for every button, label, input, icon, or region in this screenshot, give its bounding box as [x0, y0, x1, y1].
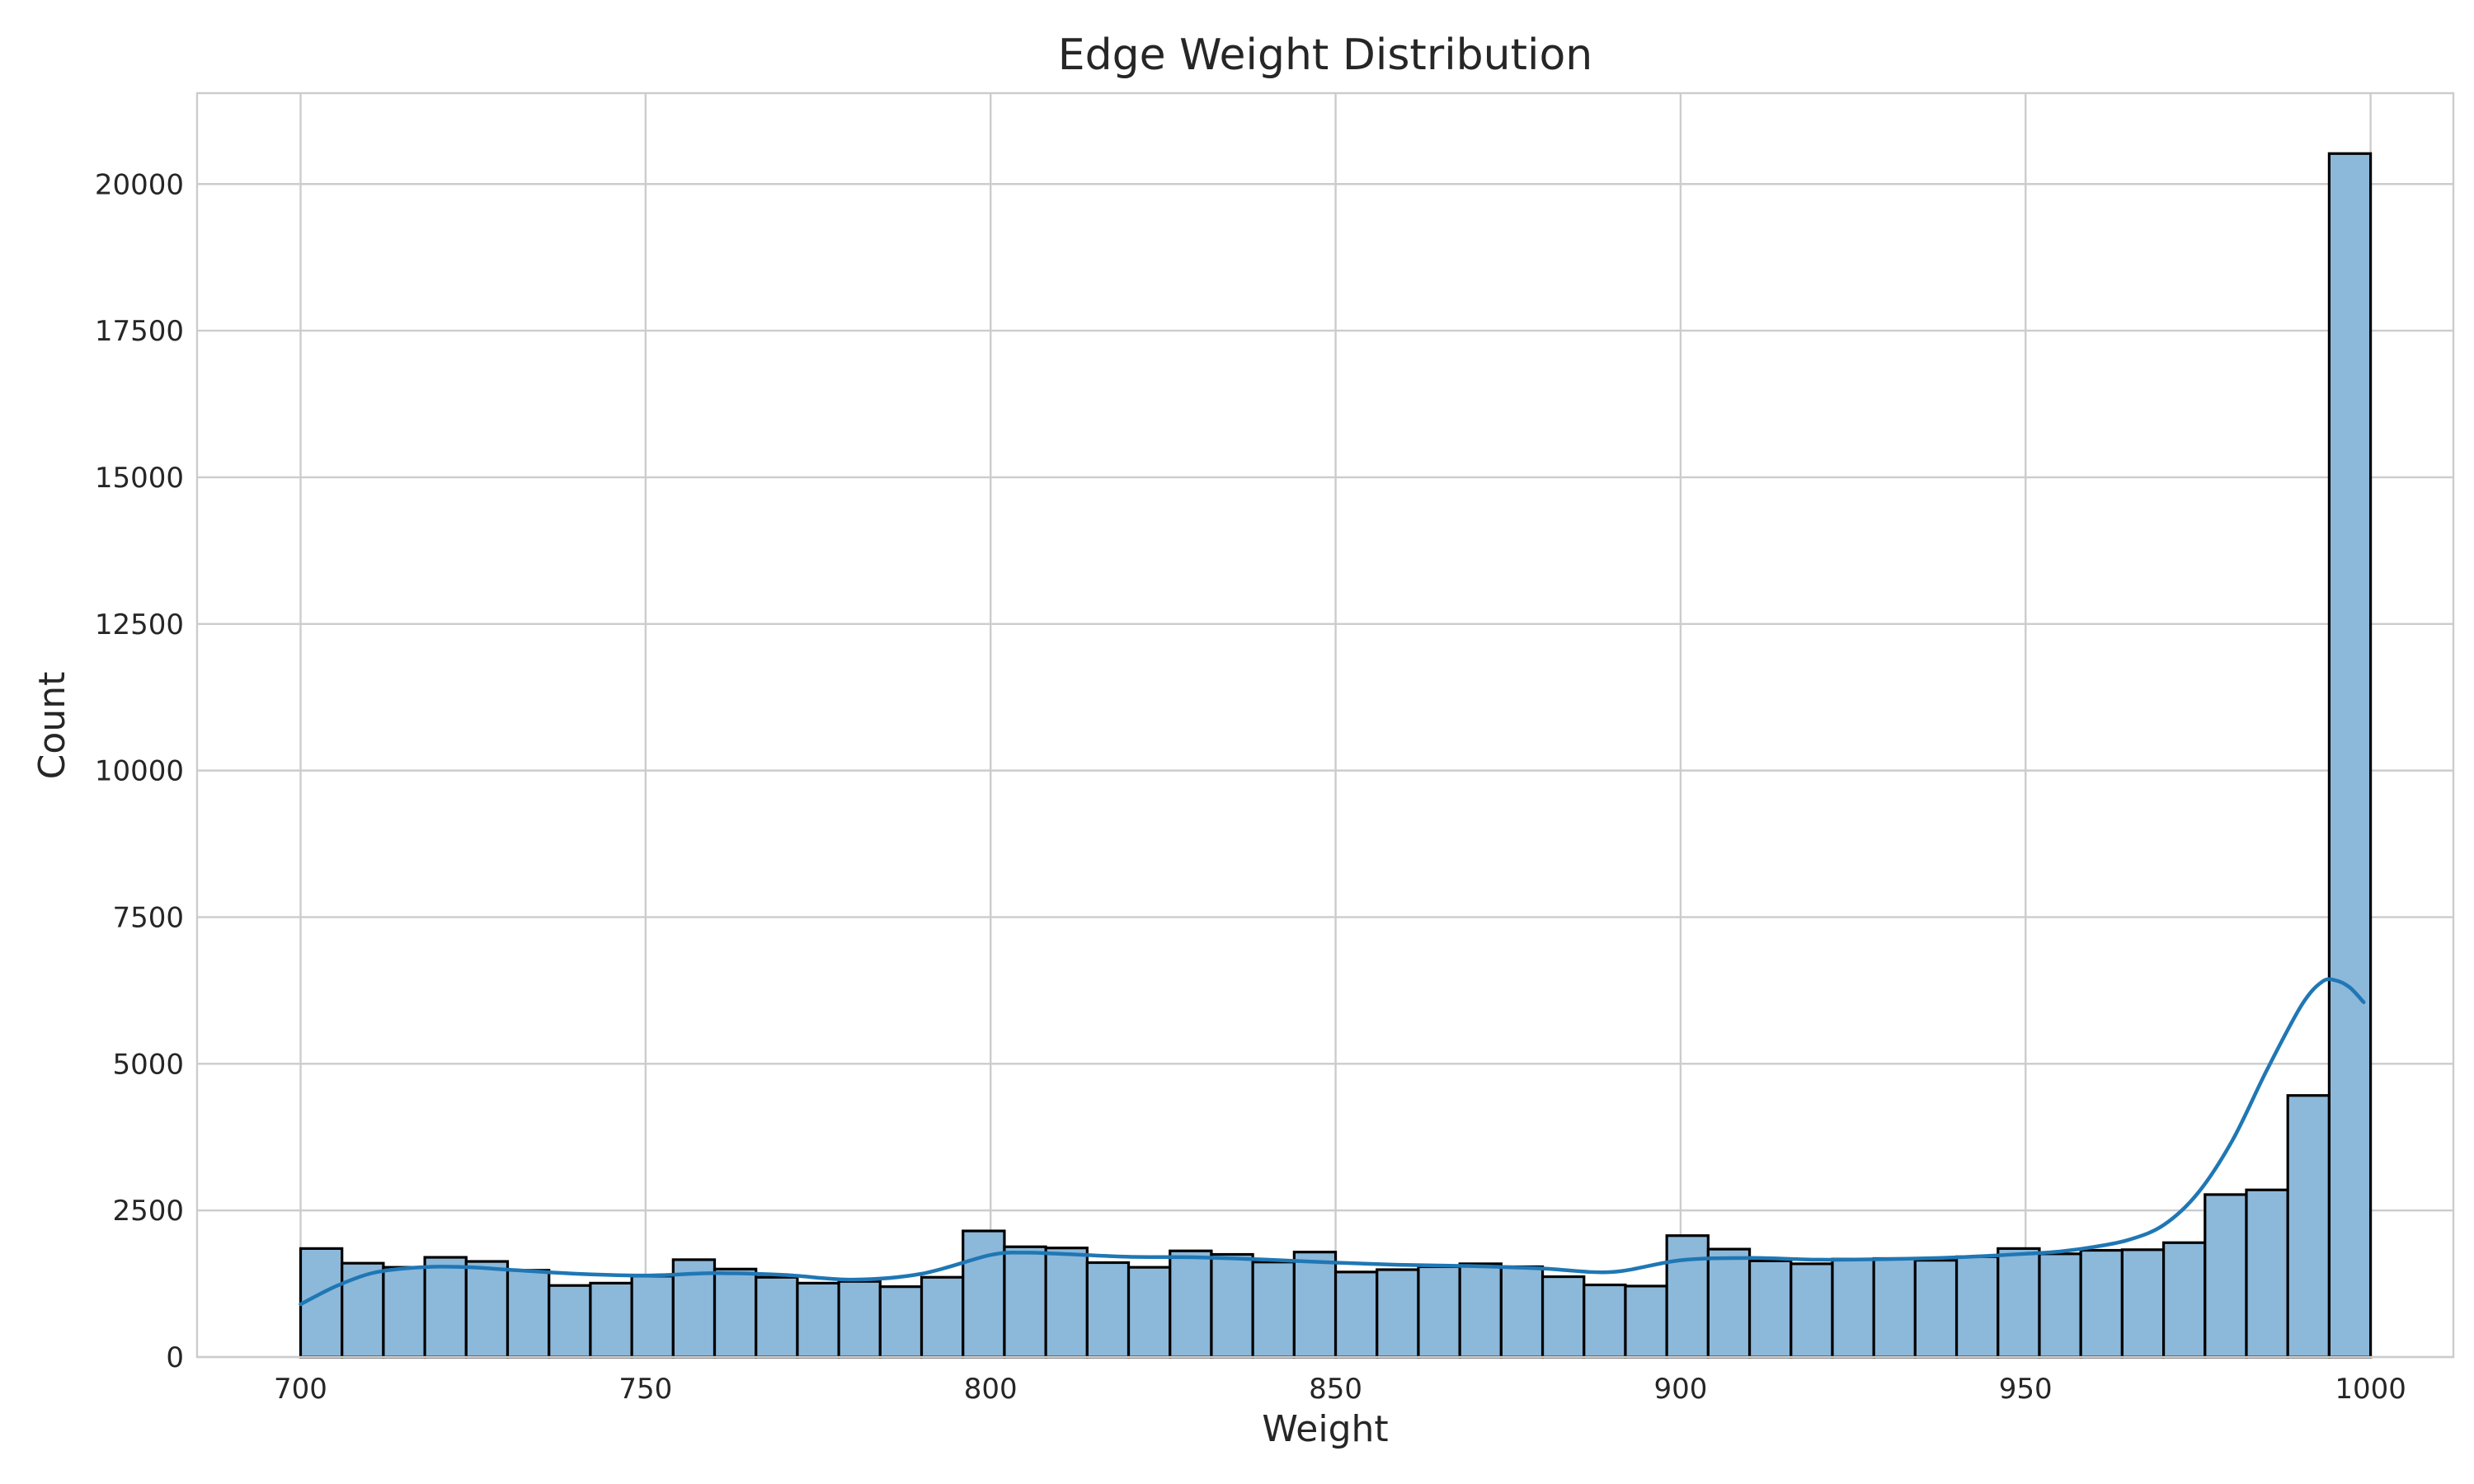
histogram-bar-8 — [630, 1275, 675, 1359]
histogram-bar-32 — [1624, 1284, 1668, 1359]
histogram-bar-48 — [2286, 1094, 2331, 1359]
y-tick-label-12500: 12500 — [95, 608, 184, 641]
histogram-bar-29 — [1499, 1265, 1545, 1359]
histogram-bar-27 — [1417, 1265, 1461, 1359]
histogram-bar-43 — [2079, 1248, 2124, 1359]
histogram-bar-47 — [2245, 1188, 2289, 1359]
histogram-bar-35 — [1747, 1259, 1793, 1359]
x-tick-label-1000: 1000 — [2335, 1373, 2406, 1406]
histogram-bar-12 — [796, 1281, 840, 1359]
histogram-bar-31 — [1583, 1283, 1627, 1359]
x-tick-label-950: 950 — [1999, 1373, 2053, 1406]
histogram-bar-26 — [1376, 1268, 1420, 1359]
histogram-bar-5 — [506, 1269, 551, 1359]
x-tick-label-750: 750 — [618, 1373, 672, 1406]
histogram-bar-16 — [962, 1229, 1006, 1359]
histogram-bar-39 — [1913, 1259, 1959, 1359]
histogram-bar-44 — [2120, 1248, 2166, 1359]
axes-frame — [195, 92, 2455, 1359]
histogram-bar-25 — [1333, 1270, 1379, 1359]
histogram-bar-38 — [1872, 1256, 1917, 1359]
histogram-bar-46 — [2204, 1193, 2248, 1359]
y-tick-label-17500: 17500 — [95, 315, 184, 348]
histogram-bar-13 — [837, 1280, 882, 1359]
histogram-bar-40 — [1954, 1255, 2000, 1359]
y-tick-label-15000: 15000 — [95, 462, 184, 495]
histogram-bar-18 — [1044, 1247, 1089, 1359]
histogram-bar-3 — [423, 1256, 468, 1359]
histogram-bar-30 — [1540, 1275, 1586, 1359]
histogram-bar-41 — [1997, 1247, 2041, 1359]
histogram-bar-36 — [1790, 1262, 1834, 1359]
histogram-bar-6 — [548, 1284, 592, 1359]
histogram-bar-4 — [464, 1260, 510, 1359]
chart-title: Edge Weight Distribution — [1058, 31, 1592, 80]
histogram-bar-1 — [341, 1261, 385, 1359]
histogram-bar-33 — [1665, 1234, 1710, 1359]
histogram-bar-21 — [1169, 1249, 1213, 1359]
kde-curve — [299, 977, 2366, 1307]
frame-layer — [195, 92, 2455, 1359]
histogram-bar-19 — [1085, 1261, 1131, 1359]
ticks-layer: 700 750 800 850 900 950 1000025005000750010000… — [95, 168, 2406, 1406]
y-tick-label-7500: 7500 — [112, 901, 184, 934]
histogram-bar-42 — [2038, 1252, 2082, 1359]
y-tick-label-2500: 2500 — [112, 1195, 184, 1228]
histogram-bar-10 — [713, 1267, 758, 1359]
histogram-bar-34 — [1706, 1247, 1752, 1359]
histogram-bar-7 — [589, 1281, 633, 1359]
histogram-bar-22 — [1210, 1252, 1254, 1359]
histogram-bar-14 — [878, 1285, 924, 1359]
bars-layer — [299, 152, 2373, 1359]
histogram-bar-24 — [1292, 1251, 1338, 1359]
y-tick-label-5000: 5000 — [112, 1048, 184, 1081]
y-tick-label-10000: 10000 — [95, 755, 184, 788]
histogram-bar-28 — [1458, 1262, 1503, 1359]
histogram-bar-45 — [2161, 1241, 2207, 1359]
x-axis-label: Weight — [1262, 1408, 1388, 1450]
kde-layer — [299, 977, 2366, 1307]
histogram-bar-17 — [1003, 1245, 1047, 1359]
x-tick-label-800: 800 — [964, 1373, 1018, 1406]
x-tick-label-850: 850 — [1309, 1373, 1362, 1406]
histogram-bar-2 — [382, 1266, 426, 1359]
x-tick-label-900: 900 — [1653, 1373, 1707, 1406]
histogram-bar-23 — [1251, 1261, 1296, 1359]
histogram-bar-11 — [755, 1275, 799, 1359]
histogram-bar-15 — [920, 1275, 965, 1359]
y-axis-label: Count — [31, 672, 73, 780]
y-tick-label-20000: 20000 — [95, 168, 184, 201]
histogram-bar-37 — [1831, 1257, 1875, 1359]
x-tick-label-700: 700 — [274, 1373, 327, 1406]
histogram-bar-49 — [2327, 152, 2373, 1359]
histogram-bar-20 — [1126, 1266, 1172, 1359]
y-tick-label-0: 0 — [166, 1341, 184, 1374]
